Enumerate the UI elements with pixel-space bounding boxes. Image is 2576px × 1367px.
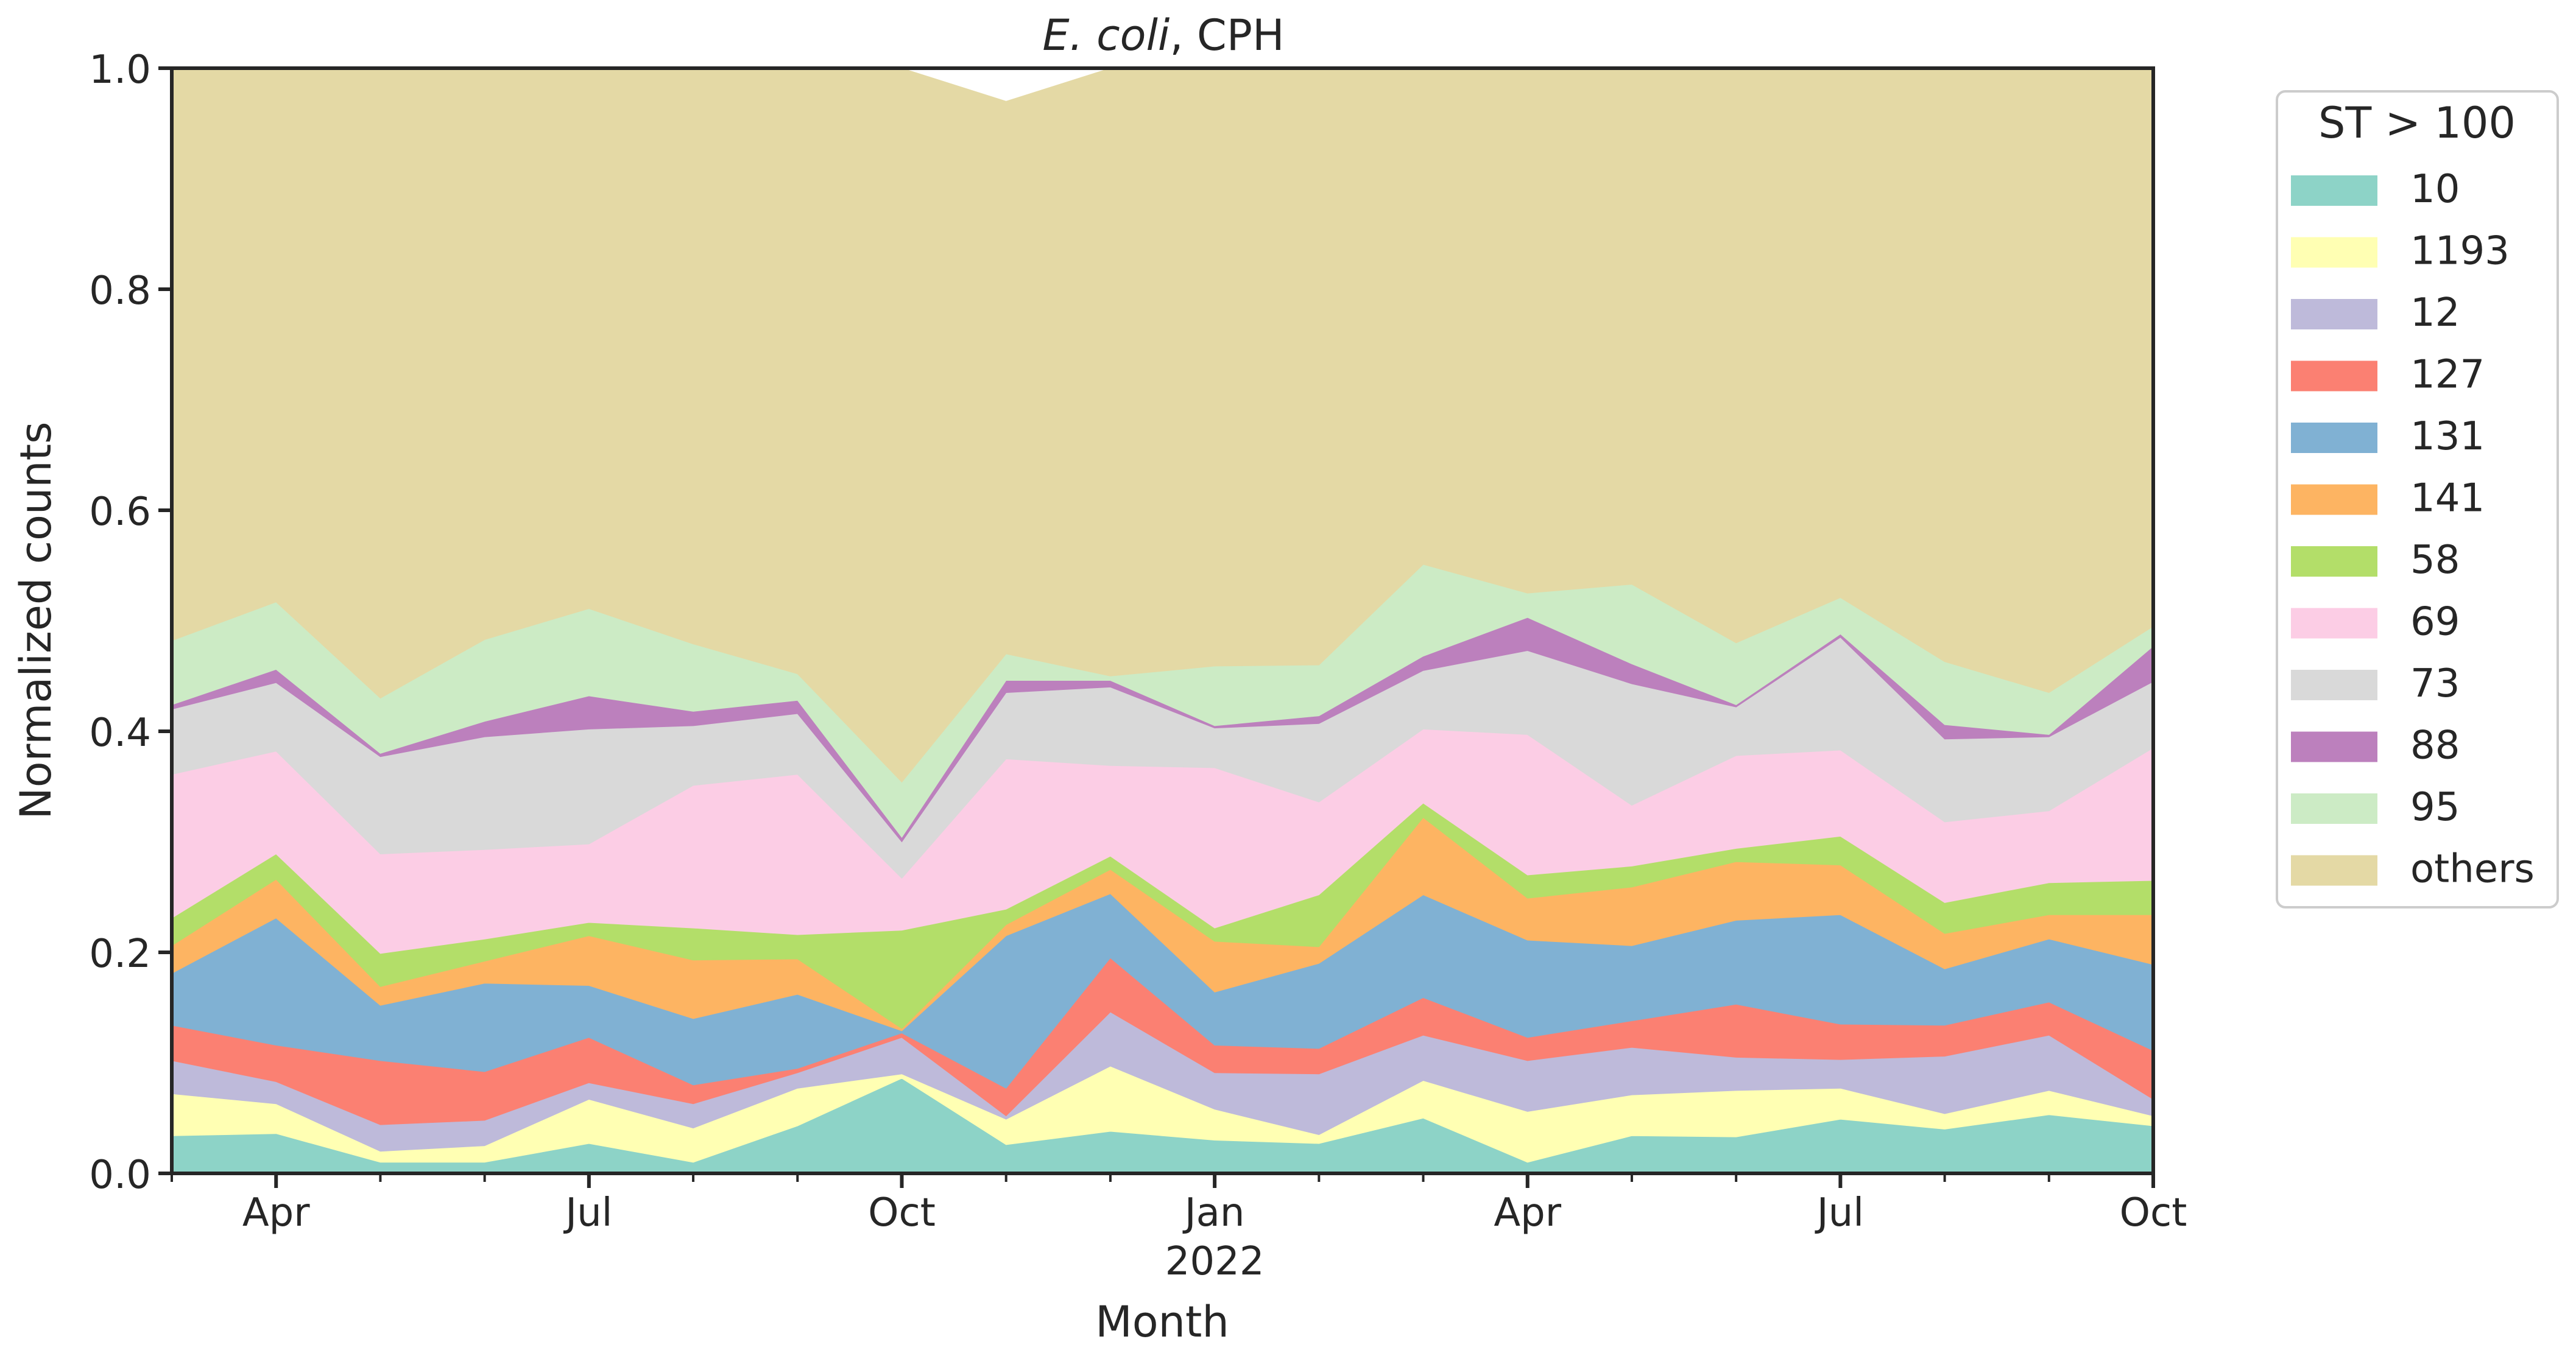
legend-swatch-69	[2291, 608, 2377, 639]
chart-title-italic: E. coli	[1042, 10, 1170, 60]
legend-label-12: 12	[2410, 290, 2460, 336]
legend-swatch-141	[2291, 484, 2377, 515]
x-tick-label: Jan	[1182, 1190, 1245, 1235]
legend-swatch-127	[2291, 360, 2377, 392]
legend-label-88: 88	[2410, 723, 2460, 768]
y-tick-label: 0.6	[89, 490, 151, 535]
legend-label-127: 127	[2410, 353, 2485, 398]
x-tick-sublabel: 2022	[1165, 1239, 1265, 1284]
legend-label-73: 73	[2410, 661, 2460, 706]
legend-label-10: 10	[2410, 167, 2460, 212]
y-axis: 0.0 0.2 0.4 0.6 0.8 1.0	[89, 47, 172, 1198]
legend-label-131: 131	[2410, 414, 2485, 459]
plot-frame	[170, 66, 2155, 1175]
y-tick-label: 0.2	[89, 932, 151, 977]
legend-label-95: 95	[2410, 785, 2460, 830]
x-tick-label: Oct	[2120, 1190, 2187, 1235]
legend-label-others: others	[2410, 847, 2535, 892]
legend-swatch-88	[2291, 731, 2377, 762]
chart-title: E. coli, CPH	[1042, 10, 1284, 60]
legend-swatch-others	[2291, 855, 2377, 886]
legend-swatch-95	[2291, 793, 2377, 824]
legend: ST > 100 10 1193 12 127 131 141 58 69 73 88 95 othe…	[2276, 90, 2559, 908]
y-axis-label: Normalized counts	[11, 421, 61, 819]
legend-label-1193: 1193	[2410, 229, 2510, 274]
legend-swatch-1193	[2291, 237, 2377, 268]
chart-title-rest: , CPH	[1170, 10, 1284, 60]
legend-swatch-131	[2291, 423, 2377, 453]
legend-items: 10 1193 12 127 131 141 58 69 73 88 95 others	[2291, 167, 2535, 892]
legend-swatch-73	[2291, 670, 2377, 700]
y-tick-label: 1.0	[89, 47, 151, 93]
y-tick-label: 0.4	[89, 711, 151, 756]
x-tick-label: Apr	[242, 1190, 310, 1235]
legend-swatch-58	[2291, 546, 2377, 577]
legend-label-141: 141	[2410, 476, 2485, 521]
legend-frame	[2276, 90, 2559, 908]
legend-swatch-12	[2291, 299, 2377, 329]
y-tick-label: 0.8	[89, 269, 151, 314]
area-layers	[171, 68, 2154, 1174]
legend-label-69: 69	[2410, 600, 2460, 645]
x-tick-label: Jul	[1815, 1190, 1864, 1235]
legend-label-58: 58	[2410, 538, 2460, 583]
x-tick-label: Oct	[868, 1190, 936, 1235]
x-tick-label: Jul	[563, 1190, 612, 1235]
legend-swatch-10	[2291, 175, 2377, 206]
y-tick-label: 0.0	[89, 1153, 151, 1198]
legend-title: ST > 100	[2318, 98, 2516, 148]
x-tick-label: Apr	[1494, 1190, 1561, 1235]
x-axis-label: Month	[1095, 1297, 1229, 1347]
